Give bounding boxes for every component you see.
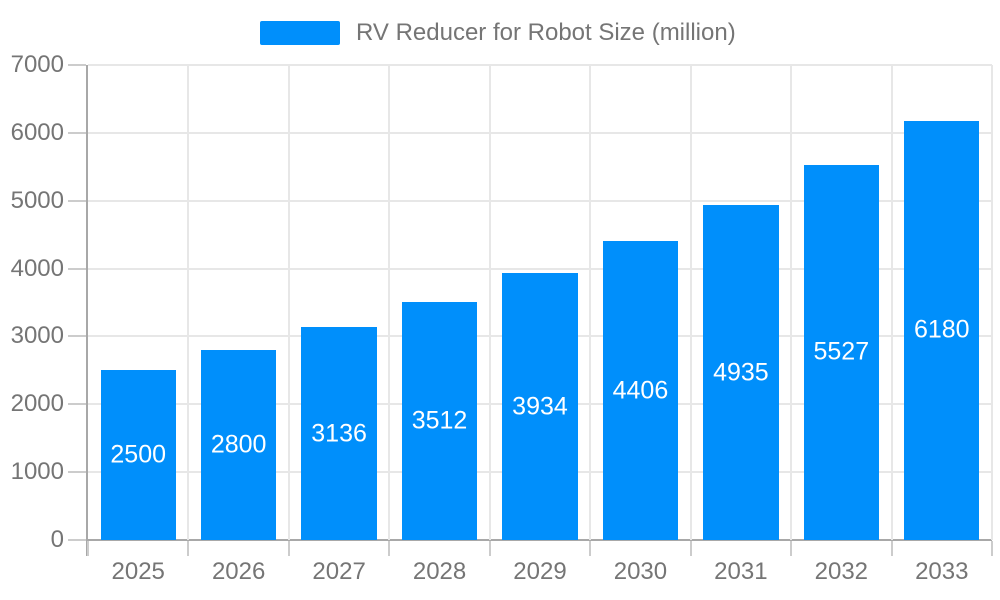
y-axis-tick xyxy=(68,64,86,66)
x-axis-tick xyxy=(488,541,491,556)
x-axis-tick xyxy=(287,541,290,556)
gridline-vertical xyxy=(689,65,692,540)
gridline-horizontal xyxy=(88,199,992,202)
x-axis-label: 2032 xyxy=(814,558,869,585)
y-axis-line xyxy=(86,65,88,556)
x-axis-label: 2030 xyxy=(613,558,668,585)
y-axis-tick xyxy=(68,471,86,474)
x-axis-label: 2026 xyxy=(211,558,266,585)
bar-value-label: 4406 xyxy=(612,376,669,405)
bar-value-label: 3136 xyxy=(311,419,367,448)
y-axis-label: 3000 xyxy=(10,322,64,350)
y-axis-tick xyxy=(68,539,86,541)
legend-item[interactable]: RV Reducer for Robot Size (million) xyxy=(260,16,736,50)
y-axis-label: 7000 xyxy=(10,51,64,78)
x-axis-label: 2029 xyxy=(513,558,567,585)
y-axis-tick xyxy=(68,335,86,338)
gridline-vertical xyxy=(388,65,391,540)
x-axis-tick xyxy=(388,541,391,556)
x-axis-line xyxy=(86,539,992,541)
bar-2028[interactable]: 3512 xyxy=(401,301,478,540)
y-axis-tick xyxy=(68,199,86,202)
y-axis-label: 4000 xyxy=(10,254,64,282)
bar-2027[interactable]: 3136 xyxy=(301,327,377,540)
bar-value-label: 6180 xyxy=(913,315,970,344)
bar-2031[interactable]: 4935 xyxy=(703,205,779,540)
x-axis-tick xyxy=(589,541,592,556)
x-axis-label: 2027 xyxy=(312,558,366,585)
gridline-horizontal xyxy=(88,64,992,66)
gridline-vertical xyxy=(991,65,993,540)
x-axis-tick xyxy=(187,541,190,556)
y-axis-label: 1000 xyxy=(10,458,64,486)
bar-value-label: 2500 xyxy=(110,440,167,469)
x-axis-tick xyxy=(991,541,993,556)
y-axis-label: 2000 xyxy=(10,390,64,418)
x-axis-tick xyxy=(790,541,793,556)
x-axis-label: 2028 xyxy=(412,558,467,585)
bar-2026[interactable]: 2800 xyxy=(201,350,277,540)
y-axis-tick xyxy=(68,403,86,406)
x-axis-label: 2031 xyxy=(714,558,768,585)
y-axis-tick xyxy=(68,267,86,270)
bar-value-label: 3934 xyxy=(512,392,568,421)
gridline-horizontal xyxy=(88,131,992,134)
bar-2033[interactable]: 6180 xyxy=(904,120,980,540)
gridline-vertical xyxy=(287,65,290,540)
bar-2025[interactable]: 2500 xyxy=(100,370,176,540)
x-axis-label: 2025 xyxy=(111,558,165,585)
bar-value-label: 3512 xyxy=(411,406,468,435)
gridline-vertical xyxy=(890,65,893,540)
legend-label: RV Reducer for Robot Size (million) xyxy=(356,19,736,46)
x-axis-label: 2033 xyxy=(915,558,969,585)
gridline-horizontal xyxy=(88,267,992,270)
y-axis-label: 0 xyxy=(50,526,64,553)
bar-2032[interactable]: 5527 xyxy=(803,164,879,540)
legend-swatch xyxy=(260,21,340,45)
y-axis-label: 5000 xyxy=(10,186,64,214)
bar-2030[interactable]: 4406 xyxy=(602,241,679,540)
bar-value-label: 5527 xyxy=(813,337,870,366)
y-axis-label: 6000 xyxy=(10,118,64,146)
bar-value-label: 2800 xyxy=(210,430,267,459)
plot-area: 2500 2800 3136 3512 3934 4406 4935 5527 6180 xyxy=(88,64,993,540)
x-axis-tick xyxy=(689,541,692,556)
bar-value-label: 4935 xyxy=(713,358,769,387)
x-axis-tick xyxy=(890,541,893,556)
x-axis-tick xyxy=(87,541,89,556)
y-axis-tick xyxy=(68,131,86,134)
gridline-vertical xyxy=(187,65,190,540)
gridline-vertical xyxy=(488,65,491,540)
bar-2029[interactable]: 3934 xyxy=(502,273,578,540)
gridline-vertical xyxy=(589,65,592,540)
gridline-vertical xyxy=(790,65,793,540)
